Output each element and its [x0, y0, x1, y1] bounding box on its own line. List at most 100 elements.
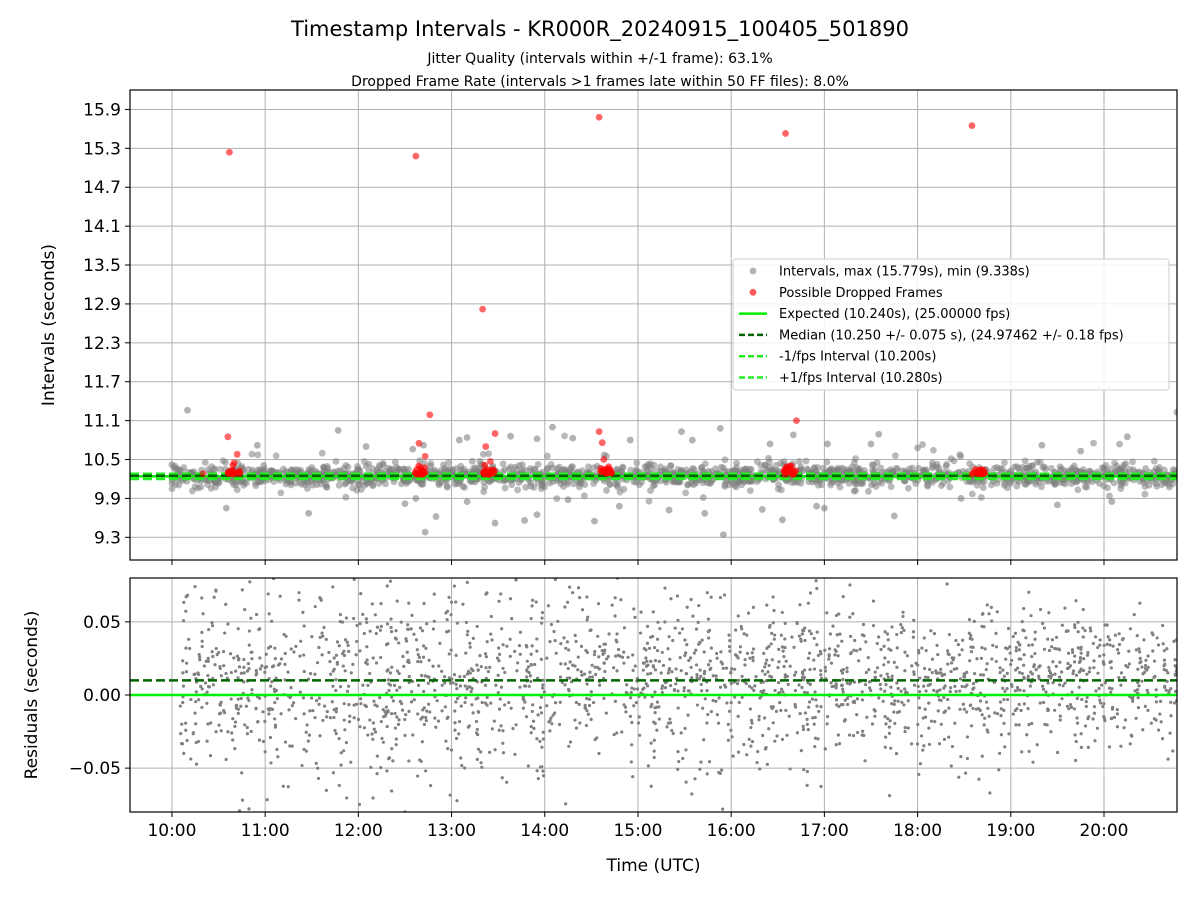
interval-point [684, 480, 692, 488]
residual-point [203, 681, 208, 685]
residual-point [356, 717, 361, 722]
residual-point [622, 626, 627, 630]
residual-point [200, 687, 204, 691]
dropped-frame-point [792, 467, 800, 475]
residual-point [1054, 635, 1059, 639]
residual-point [1134, 648, 1138, 652]
residual-point [182, 600, 186, 604]
residual-point [838, 632, 842, 636]
interval-point [521, 517, 528, 524]
residual-point [1162, 667, 1166, 672]
interval-point [277, 489, 285, 497]
dropped-frame-point [491, 430, 499, 437]
residual-point [772, 608, 776, 613]
residual-point [981, 673, 986, 677]
residual-point [831, 684, 835, 688]
residual-point [980, 754, 984, 758]
residual-point [273, 656, 278, 661]
residual-point [793, 689, 797, 693]
residual-point [1108, 643, 1112, 647]
residual-point [645, 659, 649, 663]
residual-point [236, 627, 240, 631]
residual-point [771, 595, 775, 599]
residual-point [222, 664, 226, 668]
residual-point [1014, 645, 1018, 650]
residual-point [871, 624, 876, 628]
residual-point [421, 655, 426, 659]
residual-point [1167, 689, 1171, 693]
residual-point [398, 685, 402, 689]
residual-point [1027, 723, 1031, 727]
legend-marker-intervals [749, 267, 757, 275]
residual-point [233, 746, 237, 751]
interval-point [451, 480, 459, 488]
residual-point [701, 706, 705, 710]
residual-point [503, 670, 507, 675]
interval-point [1117, 485, 1125, 492]
y-tick-label: 15.9 [83, 100, 121, 120]
residual-point [243, 607, 247, 612]
residual-point [214, 730, 218, 734]
interval-point [441, 464, 449, 472]
residual-point [805, 717, 809, 721]
interval-point [335, 481, 343, 489]
residual-point [384, 705, 388, 709]
residual-point [805, 691, 810, 695]
residual-point [1109, 659, 1113, 664]
residual-point [656, 620, 660, 624]
residual-point [604, 711, 608, 715]
residual-point [1105, 623, 1109, 627]
residual-point [841, 690, 845, 694]
residual-point [328, 716, 333, 720]
residual-point [836, 733, 841, 737]
residual-point [1041, 684, 1045, 688]
residual-point [1075, 721, 1080, 725]
residual-point [768, 674, 772, 678]
residual-point [823, 747, 827, 751]
residual-point [680, 627, 685, 631]
residual-point [211, 683, 215, 687]
residual-point [407, 601, 411, 605]
residual-point [1024, 636, 1028, 640]
residual-point [403, 733, 407, 738]
residual-point [972, 619, 976, 623]
residual-point [389, 617, 393, 621]
residual-point [391, 759, 395, 763]
residual-point [403, 717, 407, 722]
residual-point [717, 696, 721, 700]
residual-point [427, 702, 431, 706]
residual-point [1030, 672, 1034, 676]
residual-point [1140, 665, 1144, 669]
residual-point [1037, 665, 1041, 669]
residual-point [613, 614, 617, 618]
residual-point [1136, 706, 1141, 710]
residual-point [243, 723, 247, 727]
residual-point [683, 638, 687, 642]
residual-point [411, 733, 415, 737]
residual-point [232, 656, 236, 660]
residual-point [302, 653, 306, 657]
residual-point [705, 689, 709, 693]
residual-point [313, 604, 317, 609]
residual-point [949, 669, 953, 674]
residual-point [254, 673, 258, 677]
residual-point [827, 647, 832, 651]
residual-point [1035, 743, 1039, 747]
residual-point [465, 580, 469, 584]
residual-point [416, 652, 420, 657]
residual-point [955, 667, 959, 671]
residual-point [1008, 645, 1012, 649]
residual-point [375, 772, 379, 776]
residual-point [815, 586, 819, 591]
dropped-frame-point [485, 470, 493, 478]
residual-point [922, 684, 926, 688]
residual-point [1138, 661, 1142, 665]
residual-point [362, 631, 366, 636]
residual-point [839, 703, 844, 707]
residual-point [501, 751, 506, 755]
residual-point [765, 603, 769, 607]
residual-point [484, 655, 489, 659]
interval-point [904, 484, 912, 492]
residual-point [1083, 724, 1088, 728]
residual-point [1101, 659, 1105, 664]
